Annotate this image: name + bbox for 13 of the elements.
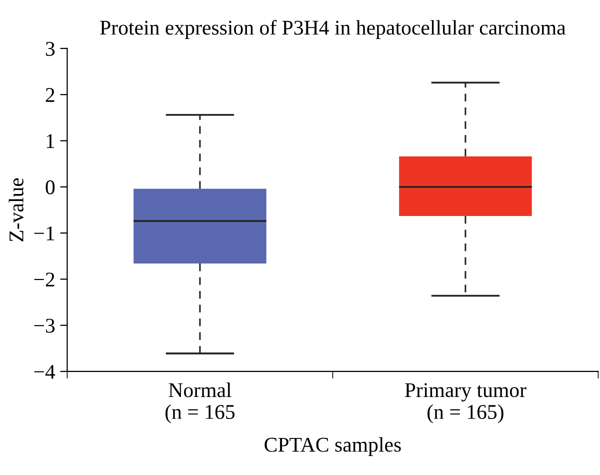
x-tick-label: Normal (n = 165 bbox=[165, 382, 235, 424]
y-tick-label: −3 bbox=[34, 318, 55, 333]
y-tick-label: −4 bbox=[34, 364, 56, 379]
y-tick-label: 3 bbox=[46, 42, 55, 56]
x-axis-title: CPTAC samples bbox=[264, 437, 401, 456]
y-tick-label: −2 bbox=[34, 272, 54, 286]
chart-title: Protein expression of P3H4 in hepatocellular carcinoma bbox=[100, 20, 566, 39]
x-tick-label: Primary tumor (n = 165) bbox=[405, 383, 526, 424]
y-tick-label: 1 bbox=[46, 134, 54, 148]
y-axis-title: Z-value bbox=[8, 178, 24, 242]
y-tick-label: 2 bbox=[46, 88, 54, 102]
y-tick-label: 0 bbox=[46, 180, 55, 194]
y-tick-label: −1 bbox=[34, 226, 54, 240]
